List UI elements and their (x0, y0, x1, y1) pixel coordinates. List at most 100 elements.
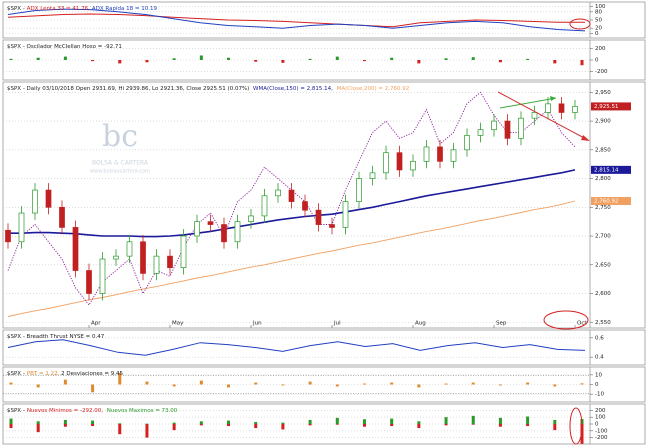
panel-header: $SPX - Oscilador McClellan Hoso = -92.71 (7, 44, 122, 50)
bar (36, 424, 40, 433)
y-tick-label: -10 (595, 392, 604, 398)
panel-header: $SPX - Nuevos Minimos = -292.00, Nuevos M… (7, 408, 178, 414)
bar (526, 58, 530, 60)
y-tick-label: 100 (595, 4, 606, 10)
candle-body (221, 224, 227, 243)
bar (417, 384, 421, 388)
candle-body (180, 235, 187, 268)
bar (362, 419, 366, 424)
panel-title: $SPX - Breadth Thrust NYSE = 0.47 (7, 334, 105, 340)
bar (308, 381, 312, 385)
bar (362, 424, 366, 427)
bar (498, 384, 502, 386)
bar (227, 57, 231, 60)
bar (335, 424, 339, 425)
x-tick-label: Jul (333, 321, 341, 327)
series-line (7, 8, 586, 32)
bar (335, 384, 339, 387)
candle-body (464, 135, 470, 151)
candle-body (126, 241, 133, 257)
bar (118, 424, 122, 435)
candle-body (59, 206, 65, 228)
circle-mark (543, 310, 589, 330)
y-tick-label: 2,650 (595, 262, 611, 268)
candle-body (207, 221, 214, 225)
candle-body (302, 201, 308, 211)
candle-body (396, 152, 403, 171)
bar (444, 417, 448, 424)
candle-body (383, 152, 389, 174)
y-tick-label: 0.4 (595, 355, 604, 361)
y-tick-label: 80 (595, 9, 602, 15)
bar (390, 418, 394, 424)
bar (362, 383, 366, 385)
legend-entry: ADX Lenta 33 = 41.76, (27, 6, 90, 12)
candle-body (329, 224, 335, 228)
candle-body (437, 146, 443, 162)
y-tick-label: 2,850 (595, 147, 611, 153)
panel: 0.6 0.4 $SPX - Breadth Thrust NYSE = 0.47 (2, 329, 646, 366)
candle-body (194, 221, 200, 237)
legend-entry: PBT = 1.22, (27, 371, 60, 377)
legend-entry: ADX Rapida 18 = 10.19 (92, 6, 158, 12)
bar (526, 416, 530, 424)
bar (444, 383, 448, 385)
bar (9, 58, 13, 60)
panel: 200 0 -200 $SPX - Oscilador McClellan Hoso … (2, 39, 646, 81)
candle-body (572, 106, 578, 113)
bar (308, 424, 312, 426)
bar (254, 424, 258, 429)
bar (281, 60, 285, 63)
bar (335, 417, 339, 424)
y-tick-label: -100 (595, 428, 608, 434)
bar (254, 382, 258, 385)
y-tick-label: 2,550 (595, 320, 611, 326)
bar (254, 60, 258, 62)
watermark: bc BOLSA & CARTERA www.bolsaycartera.com (90, 119, 150, 175)
bar (91, 60, 95, 62)
bar (199, 55, 203, 60)
bar (63, 379, 67, 385)
candle-body (423, 146, 430, 162)
bar (9, 382, 13, 385)
value-label: 2,760.92 (594, 199, 619, 205)
circle-mark (569, 18, 591, 30)
panel: 10 0 -10 $SPX - PBT = 1.22, 2 Desviaciones =… (2, 366, 646, 403)
bar (417, 60, 421, 64)
panel-title: $SPX - (7, 6, 25, 12)
bar (471, 424, 475, 425)
legend-entry: WMA(Close,150) = 2,815.14, (251, 86, 333, 92)
bar (36, 57, 40, 60)
bar (145, 423, 149, 425)
x-tick-label: Sep (496, 321, 507, 327)
candle-body (518, 117, 524, 139)
candle-body (234, 221, 241, 243)
bar (526, 424, 530, 427)
candle-body (477, 129, 484, 136)
bar (444, 424, 448, 426)
y-tick-label: 20 (595, 26, 602, 32)
bar (308, 58, 312, 60)
bar (254, 421, 258, 424)
bar (471, 382, 475, 385)
plot-area (9, 415, 584, 444)
bar (553, 60, 557, 64)
y-tick-label: 2,750 (595, 205, 611, 211)
candle-body (410, 160, 416, 171)
bar (63, 424, 67, 427)
y-tick-label: 200 (595, 408, 606, 414)
bar (172, 422, 176, 424)
candle-body (275, 189, 281, 197)
candle-body (248, 215, 254, 223)
green-arrowhead (550, 96, 556, 101)
bar (498, 60, 502, 63)
bar (36, 421, 40, 424)
plot-area (9, 55, 584, 66)
series-line (7, 339, 586, 356)
candle-body (45, 189, 52, 208)
panel-title: $SPX - (7, 371, 25, 377)
panel-header: $SPX - Breadth Thrust NYSE = 0.47 (7, 334, 105, 340)
red-arrowhead (581, 135, 590, 141)
